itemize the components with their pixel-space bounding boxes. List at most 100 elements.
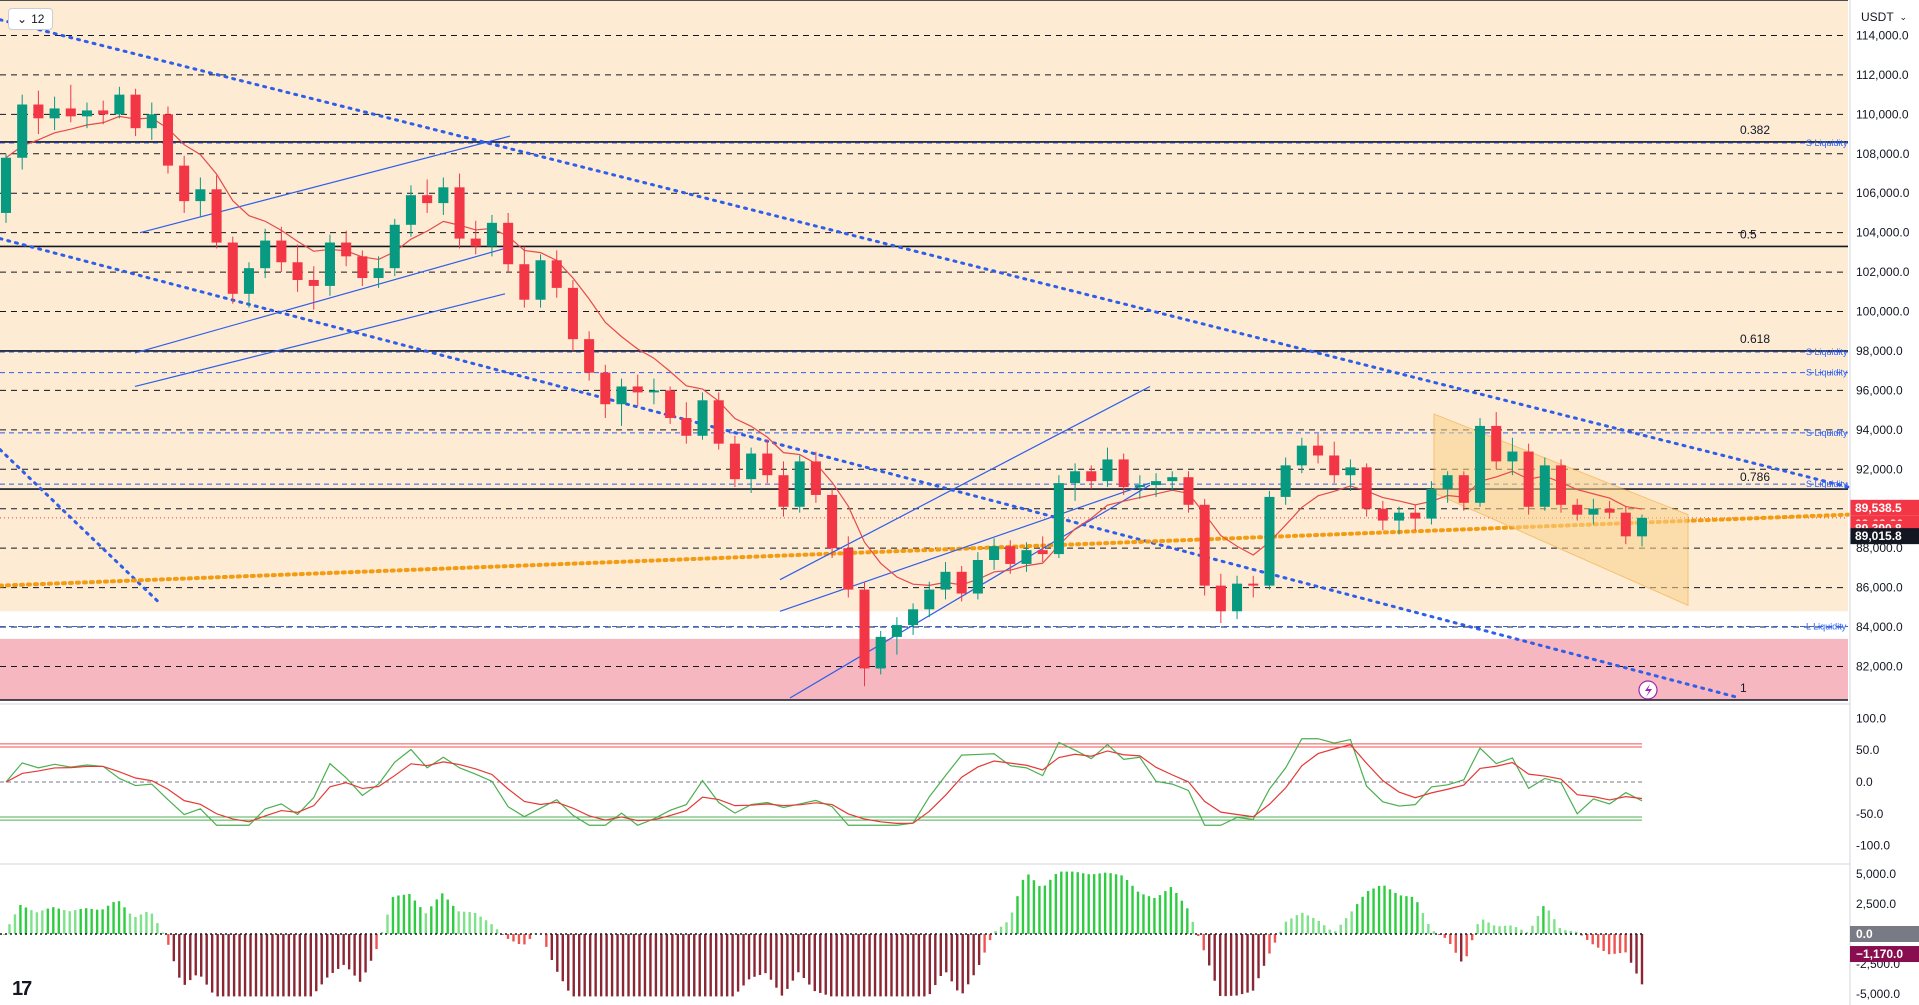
interval-button[interactable]: ⌄ 12 [8, 8, 54, 30]
candle-body [357, 256, 368, 279]
candle-body [65, 108, 76, 117]
histogram-bar [336, 934, 340, 969]
histogram-bar [1317, 920, 1320, 934]
histogram-bar [1525, 932, 1529, 934]
histogram-bar [1229, 934, 1233, 996]
histogram-bar [1388, 889, 1392, 934]
price-tick-label: 88,000.0 [1856, 541, 1903, 555]
histogram-bar [1049, 879, 1052, 934]
histogram-bar [315, 934, 318, 992]
histogram-bar [791, 934, 795, 981]
candle-body [1005, 546, 1016, 564]
histogram-bar [917, 934, 921, 997]
histogram-bar [63, 910, 66, 934]
histogram-bar [813, 934, 816, 992]
histogram-bar [1010, 912, 1014, 934]
histogram-bar [1564, 930, 1567, 934]
histogram-bar [8, 924, 11, 934]
candle-body [762, 453, 773, 476]
currency-label: USDT [1861, 10, 1894, 24]
histogram-bar [1377, 885, 1381, 934]
histogram-bar [1065, 871, 1068, 934]
histogram-bar [769, 934, 773, 980]
histogram-bar [714, 934, 718, 997]
histogram-bar [1032, 880, 1036, 934]
histogram-bar [747, 934, 751, 980]
candle-body [1588, 508, 1599, 515]
candle-body [1394, 512, 1405, 521]
candle-body [632, 386, 643, 393]
histogram-bar [512, 934, 515, 942]
candle-body [648, 390, 659, 393]
horizontal-levels [0, 0, 1848, 701]
histogram-bar [1054, 874, 1058, 934]
candle-body [1313, 445, 1324, 456]
histogram-bar [167, 934, 170, 945]
histogram-bar [484, 920, 488, 934]
price-tag [1850, 499, 1919, 516]
fib-level-label: 0.5 [1740, 227, 1757, 241]
candle-body [1604, 508, 1615, 513]
candle-body [1523, 451, 1534, 507]
histogram-bar [1038, 885, 1041, 934]
histogram-bar [139, 914, 143, 934]
histogram-bar [665, 934, 669, 997]
histogram-bar [238, 934, 241, 997]
histogram-tick-label: 5,000.0 [1856, 867, 1896, 881]
histogram-bar [868, 934, 871, 997]
histogram-bar [331, 934, 334, 973]
oscillator-slow-line [5, 744, 1643, 824]
candle-body [1151, 481, 1162, 486]
histogram-bar [391, 897, 395, 934]
histogram-bar [1197, 934, 1200, 937]
channel-lower [134, 247, 506, 354]
histogram-bar [1164, 891, 1167, 934]
histogram-bar [1109, 873, 1112, 934]
histogram-bar [1558, 927, 1562, 934]
histogram-bar [254, 934, 258, 997]
histogram-bar [890, 934, 893, 997]
currency-selector[interactable]: USDT ⌄ [1855, 6, 1913, 28]
histogram-bar [895, 934, 899, 997]
histogram-bar [1465, 934, 1468, 957]
histogram-bar [961, 934, 964, 994]
histogram-bar [594, 934, 597, 997]
histogram-bar [643, 934, 647, 997]
candle-body [195, 189, 206, 202]
histogram-bar [736, 934, 740, 992]
histogram-bar [862, 934, 866, 997]
fib-level-label: 0.786 [1740, 470, 1770, 484]
histogram-bar [1158, 895, 1162, 934]
histogram-bar [145, 911, 148, 934]
oscillator-tick-label: 0.0 [1856, 775, 1873, 789]
histogram-bar [1366, 891, 1370, 934]
histogram-bar [134, 916, 137, 934]
histogram-bar [632, 934, 636, 997]
histogram-bar [797, 934, 800, 973]
histogram-bar [1301, 912, 1304, 934]
histogram-bar [972, 934, 975, 976]
fib-level-label: 0.618 [1740, 332, 1770, 346]
histogram-bar [473, 912, 477, 934]
candle-body [1021, 550, 1032, 564]
histogram-bar [1427, 924, 1430, 934]
candle-body [1215, 585, 1226, 612]
candle-body [778, 475, 789, 507]
histogram-bar [1355, 904, 1359, 934]
histogram-bar [928, 934, 932, 995]
chevron-down-icon: ⌄ [17, 12, 28, 26]
price-tag-label: 89,015.8 [1855, 529, 1902, 543]
histogram-bar [441, 893, 444, 934]
histogram-bar [1213, 934, 1216, 981]
histogram-bar [189, 934, 192, 981]
histogram-bar [369, 934, 373, 961]
candle-body [1491, 425, 1502, 462]
candle-body [1199, 504, 1210, 586]
histogram-bar [1416, 902, 1419, 934]
histogram-value-tag [1850, 946, 1919, 963]
histogram-bar [1607, 934, 1611, 955]
histogram-bar [1147, 896, 1151, 934]
histogram-bar [758, 934, 762, 975]
